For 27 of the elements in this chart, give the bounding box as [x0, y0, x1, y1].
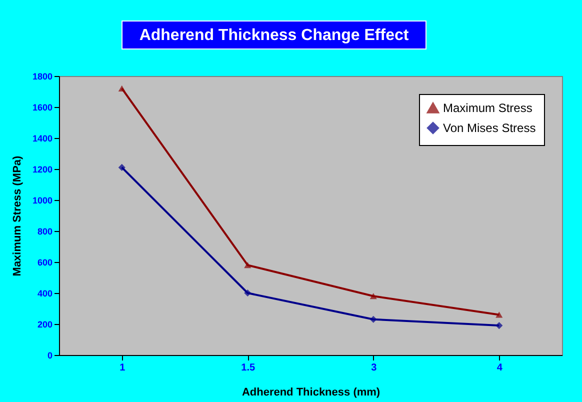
- x-tick-label: 3: [371, 362, 378, 374]
- y-tick-label: 400: [37, 288, 52, 298]
- point: [370, 316, 377, 323]
- y-axis-title: Maximum Stress (MPa): [11, 155, 24, 276]
- y-tick-label: 800: [37, 226, 52, 236]
- y-tick-label: 1000: [32, 196, 52, 206]
- y-tick-label: 1600: [32, 102, 52, 112]
- point: [244, 262, 252, 268]
- x-tick-label: 1: [120, 362, 126, 374]
- point: [496, 322, 503, 330]
- y-tick-label: 1400: [32, 134, 52, 144]
- x-tick-label: 4: [496, 362, 503, 374]
- point: [370, 293, 377, 300]
- x-axis-title: Adherend Thickness (mm): [242, 386, 380, 398]
- point: [496, 312, 503, 318]
- point: [118, 164, 126, 171]
- y-tick-label: 200: [37, 320, 52, 330]
- point: [118, 85, 126, 92]
- y-tick-label: 1800: [32, 72, 52, 82]
- y-tick-label: 600: [37, 258, 52, 268]
- legend-label: Maximum Stress: [443, 101, 532, 115]
- y-tick-label: 0: [47, 350, 52, 360]
- x-tick-label: 1.5: [241, 362, 256, 374]
- y-tick-label: 1200: [32, 164, 52, 174]
- legend-label: Von Mises Stress: [443, 121, 536, 135]
- point: [244, 289, 252, 297]
- chart-title: Adherend Thickness Change Effect: [139, 27, 410, 44]
